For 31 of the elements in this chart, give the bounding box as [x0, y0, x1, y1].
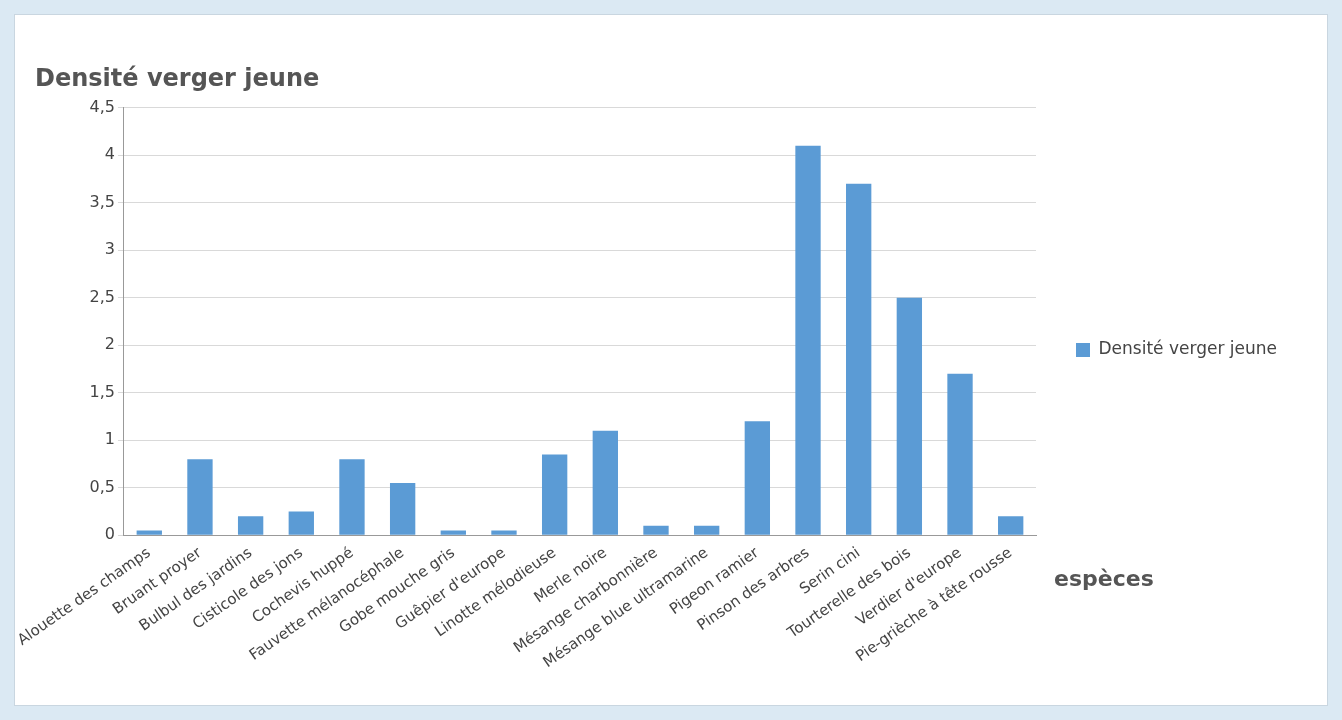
chart-title: Densité verger jeune: [35, 63, 320, 92]
bar: [795, 145, 821, 535]
bar: [541, 454, 568, 535]
bar: [694, 525, 720, 535]
y-tick-label: 3,5: [89, 191, 115, 211]
bar: [389, 482, 416, 535]
bar: [136, 530, 162, 535]
legend-label: Densité verger jeune: [1098, 338, 1278, 359]
y-tick-label: 0,5: [89, 476, 115, 496]
bar: [288, 511, 314, 535]
bar: [592, 430, 618, 535]
bar: [896, 297, 923, 535]
y-tick-label: 0: [104, 524, 115, 544]
bar: [339, 459, 365, 535]
bar: [440, 530, 466, 535]
y-tick-label: 4,5: [89, 96, 115, 116]
bar: [947, 373, 973, 535]
y-tick-label: 3: [104, 239, 115, 259]
x-axis-title: espèces: [1054, 565, 1154, 591]
bar: [643, 525, 669, 535]
y-tick-label: 1: [104, 429, 115, 449]
bar: [846, 183, 872, 535]
bar: [744, 421, 770, 535]
bar: [237, 516, 264, 535]
y-tick-label: 4: [104, 144, 115, 164]
y-tick-label: 2: [104, 334, 115, 354]
bar: [187, 459, 213, 535]
y-tick-label: 2,5: [89, 286, 115, 306]
y-tick-label: 1,5: [89, 381, 115, 401]
bar: [998, 516, 1024, 535]
bar: [491, 530, 517, 535]
